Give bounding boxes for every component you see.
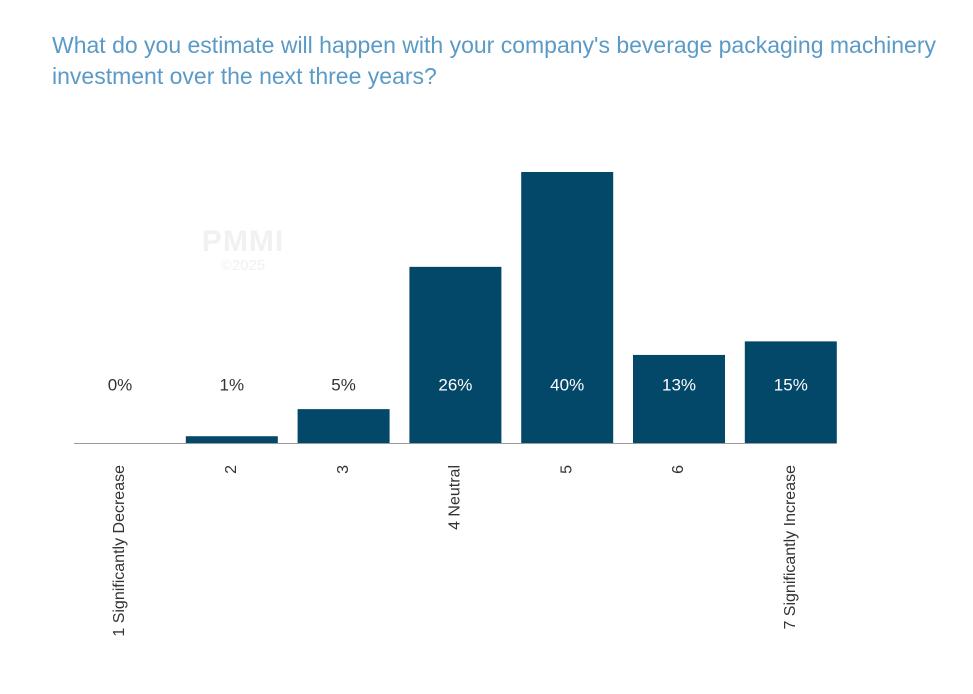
watermark-logo: PMMI <box>201 225 285 258</box>
data-label: 13% <box>662 375 696 394</box>
category-label: 5 <box>558 465 575 474</box>
watermark-year: ©2025 <box>220 257 266 274</box>
watermark: PMMI ©2025 <box>168 225 318 274</box>
bar <box>409 266 502 443</box>
category-label: 1 Significantly Decrease <box>111 465 128 637</box>
data-label: 1% <box>220 375 245 394</box>
data-label: 0% <box>108 375 133 394</box>
chart-title: What do you estimate will happen with yo… <box>52 32 936 89</box>
category-label: 7 Significantly Increase <box>782 465 799 630</box>
data-label: 40% <box>550 375 584 394</box>
category-label: 6 <box>670 465 687 474</box>
bar <box>633 354 725 443</box>
data-label: 26% <box>438 375 472 394</box>
category-label: 4 Neutral <box>447 465 464 530</box>
bar <box>744 341 837 443</box>
bar <box>297 409 390 443</box>
category-label: 3 <box>335 465 352 474</box>
data-label: 5% <box>331 375 356 394</box>
category-label: 2 <box>223 465 240 474</box>
bar <box>521 172 614 443</box>
data-label: 15% <box>774 375 808 394</box>
bar <box>185 436 278 443</box>
